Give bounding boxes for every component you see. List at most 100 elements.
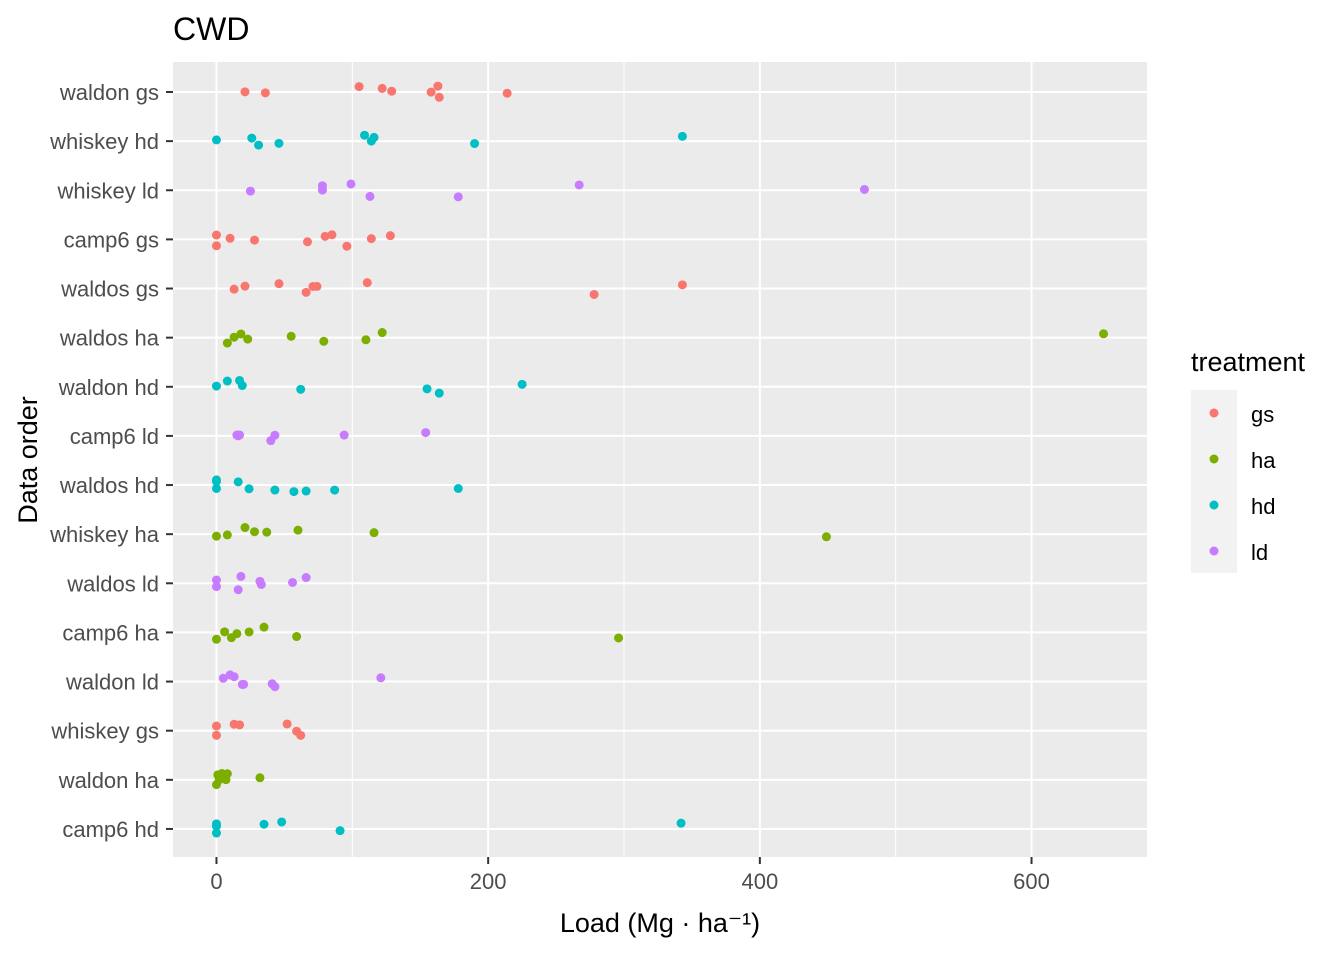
y-tick-label: waldos ld (66, 571, 159, 596)
data-point-gs (366, 234, 376, 244)
data-point-gs (589, 289, 599, 299)
data-point-gs (229, 284, 239, 294)
data-point-hd (470, 139, 480, 149)
legend-label: hd (1251, 494, 1275, 519)
data-point-gs (211, 230, 221, 240)
data-point-ld (270, 430, 280, 440)
y-tick-label: waldon ld (65, 670, 159, 695)
data-point-ld (346, 179, 356, 189)
data-point-hd (330, 485, 340, 495)
legend-title: treatment (1191, 347, 1306, 377)
data-point-hd (233, 477, 243, 487)
data-point-gs (426, 87, 436, 97)
data-point-hd (222, 376, 232, 386)
x-axis: 0 200 400 600 (210, 857, 1050, 894)
y-axis-title: Data order (13, 396, 43, 524)
data-point-hd (211, 819, 221, 829)
data-point-hd (237, 381, 247, 391)
y-tick-label: waldos ha (59, 326, 160, 351)
y-tick-label: waldon gs (59, 80, 159, 105)
data-point-hd (211, 483, 221, 493)
data-point-ha (220, 627, 230, 637)
data-point-ld (574, 180, 584, 190)
data-point-ld (339, 430, 349, 440)
data-point-ha (240, 523, 250, 533)
data-point-ha (377, 328, 387, 338)
chart-title: CWD (173, 11, 249, 47)
data-point-gs (240, 281, 250, 291)
data-point-ld (218, 673, 228, 683)
data-point-ld (233, 585, 243, 595)
data-point-gs (211, 721, 221, 731)
legend-key-gs (1209, 408, 1219, 418)
legend-key-hd (1209, 500, 1219, 510)
data-point-ha (222, 530, 232, 540)
data-point-gs (385, 231, 395, 241)
data-point-gs (342, 241, 352, 251)
data-point-gs (434, 92, 444, 102)
legend-label: ld (1251, 540, 1268, 565)
y-tick-label: waldon hd (58, 375, 159, 400)
data-point-gs (301, 287, 311, 297)
data-point-ld (365, 191, 375, 201)
data-point-hd (517, 379, 527, 389)
x-tick-label: 0 (210, 869, 222, 894)
data-point-gs (240, 87, 250, 97)
data-point-ld (235, 430, 245, 440)
data-point-gs (354, 82, 364, 92)
y-tick-label: camp6 gs (64, 227, 159, 252)
data-point-hd (434, 388, 444, 398)
data-point-hd (244, 484, 254, 494)
data-point-hd (211, 828, 221, 838)
data-point-ha (286, 331, 296, 341)
data-point-gs (296, 730, 306, 740)
legend-key-ha (1209, 454, 1219, 464)
data-point-ha (229, 332, 239, 342)
data-point-gs (225, 233, 235, 243)
data-point-gs (327, 230, 337, 240)
data-point-hd (270, 485, 280, 495)
data-point-ha (293, 525, 303, 535)
legend-label: gs (1251, 402, 1274, 427)
x-tick-label: 200 (470, 869, 507, 894)
data-point-gs (433, 81, 443, 91)
data-point-hd (360, 130, 370, 140)
y-tick-label: waldon ha (58, 768, 160, 793)
data-point-gs (377, 83, 387, 93)
data-point-gs (235, 720, 245, 730)
data-point-ld (245, 186, 255, 196)
data-points (211, 81, 1109, 838)
data-point-ha (614, 633, 624, 643)
data-point-ha (236, 329, 246, 339)
data-point-hd (301, 486, 311, 496)
data-point-ld (859, 184, 869, 194)
data-point-gs (302, 237, 312, 247)
y-tick-label: whiskey hd (49, 129, 159, 154)
data-point-gs (320, 231, 330, 241)
data-point-ha (211, 634, 221, 644)
y-axis: waldon gs whiskey hd whiskey ld camp6 gs wal… (49, 80, 173, 842)
x-tick-label: 400 (741, 869, 778, 894)
data-point-ld (211, 582, 221, 592)
x-tick-label: 600 (1013, 869, 1050, 894)
y-tick-label: camp6 ld (70, 424, 159, 449)
data-point-ld (236, 571, 246, 581)
y-tick-label: camp6 hd (62, 817, 159, 842)
data-point-gs (260, 88, 270, 98)
data-point-ha (222, 338, 232, 348)
data-point-ha (262, 527, 272, 537)
data-point-hd (422, 384, 432, 394)
data-point-gs (274, 279, 284, 289)
data-point-gs (211, 241, 221, 251)
data-point-hd (274, 138, 284, 148)
data-point-ld (376, 673, 386, 683)
data-point-hd (259, 819, 269, 829)
data-point-hd (335, 826, 345, 836)
data-point-hd (211, 135, 221, 145)
data-point-ld (211, 575, 221, 585)
data-point-gs (312, 281, 322, 291)
data-point-gs (211, 730, 221, 740)
data-point-gs (282, 719, 292, 729)
data-point-ha (255, 773, 265, 783)
